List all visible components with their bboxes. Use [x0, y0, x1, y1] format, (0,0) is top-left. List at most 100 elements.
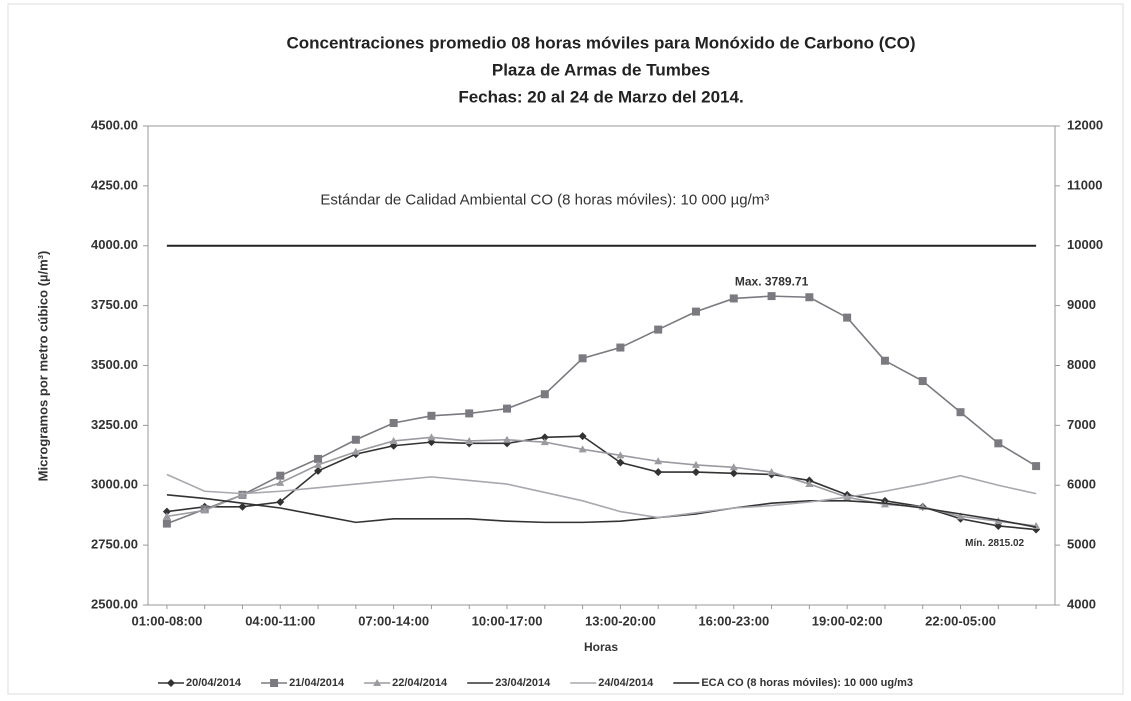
x-tick-label: 22:00-05:00 [925, 613, 996, 628]
x-tick-label: 01:00-08:00 [131, 613, 202, 628]
marker [427, 411, 436, 420]
marker [691, 307, 700, 316]
marker [200, 506, 209, 514]
y-tick-label: 3250.00 [91, 417, 138, 432]
marker [918, 377, 927, 386]
y-tick-label: 2500.00 [91, 596, 138, 611]
marker [389, 418, 398, 427]
marker [162, 507, 171, 516]
marker [654, 325, 663, 334]
marker [767, 468, 776, 476]
legend-label: 21/04/2014 [289, 677, 345, 689]
marker [162, 519, 171, 528]
marker [805, 293, 814, 302]
marker [276, 498, 285, 507]
series-line [166, 435, 1037, 531]
marker [276, 478, 285, 486]
marker [767, 292, 776, 301]
marker [805, 480, 814, 488]
y2-tick-label: 6000 [1067, 477, 1096, 492]
marker [691, 468, 700, 477]
marker [691, 460, 700, 468]
series-line [166, 494, 1037, 528]
marker [540, 438, 549, 446]
series-line [166, 295, 1037, 525]
marker [162, 512, 171, 520]
y-tick-label: 3500.00 [91, 357, 138, 372]
marker [373, 679, 382, 686]
marker [167, 679, 175, 687]
marker [654, 468, 663, 477]
y-tick-label: 4250.00 [91, 177, 138, 192]
marker [880, 356, 889, 365]
legend-label: 24/04/2014 [598, 677, 654, 689]
y-tick-label: 4000.00 [91, 237, 138, 252]
marker [616, 451, 625, 459]
annotation: Estándar de Calidad Ambiental CO (8 hora… [320, 192, 769, 209]
annotation: Max. 3789.71 [735, 274, 809, 288]
marker [427, 433, 436, 441]
marker [578, 445, 587, 453]
marker [729, 294, 738, 303]
marker [956, 408, 965, 417]
x-tick-label: 07:00-14:00 [358, 613, 429, 628]
y2-tick-label: 12000 [1067, 117, 1103, 132]
x-tick-label: 10:00-17:00 [472, 613, 543, 628]
annotation: Mín. 2815.02 [965, 538, 1024, 549]
marker [314, 454, 323, 463]
marker [843, 313, 852, 322]
y-tick-label: 3000.00 [91, 477, 138, 492]
x-tick-label: 16:00-23:00 [698, 613, 769, 628]
y2-tick-label: 9000 [1067, 297, 1096, 312]
y2-tick-label: 10000 [1067, 237, 1103, 252]
marker [465, 409, 474, 418]
marker [578, 354, 587, 363]
marker [314, 460, 323, 468]
marker [540, 390, 549, 399]
marker [540, 433, 549, 442]
marker [956, 512, 965, 520]
y-tick-label: 2750.00 [91, 537, 138, 552]
marker [616, 458, 625, 467]
marker [578, 432, 587, 441]
legend-label: 23/04/2014 [495, 677, 551, 689]
chart-title: Plaza de Armas de Tumbes [492, 60, 710, 79]
x-tick-label: 04:00-11:00 [245, 613, 315, 628]
x-tick-label: 19:00-02:00 [812, 613, 883, 628]
chart-frame [7, 3, 1124, 695]
marker [729, 469, 738, 478]
y-tick-label: 4500.00 [91, 117, 138, 132]
legend-label: 20/04/2014 [186, 677, 242, 689]
chart-title: Concentraciones promedio 08 horas móvile… [286, 33, 915, 52]
marker [465, 436, 474, 444]
y-axis-label: Microgramos por metro cúbico (µ/m³) [35, 251, 50, 482]
y2-tick-label: 8000 [1067, 357, 1096, 372]
x-axis-label: Horas [584, 640, 618, 654]
y2-tick-label: 4000 [1067, 596, 1096, 611]
marker [729, 463, 738, 471]
marker [270, 679, 279, 687]
marker [389, 436, 398, 444]
y2-tick-label: 5000 [1067, 537, 1096, 552]
chart-title: Fechas: 20 al 24 de Marzo del 2014. [458, 87, 743, 106]
marker [616, 343, 625, 352]
marker [503, 404, 512, 413]
series-line [166, 436, 1037, 527]
marker [503, 435, 512, 443]
marker [314, 466, 323, 475]
legend-label: ECA CO (8 horas móviles): 10 000 ug/m3 [701, 677, 913, 689]
marker [654, 457, 663, 465]
y-tick-label: 3750.00 [91, 297, 138, 312]
marker [351, 447, 360, 455]
legend-label: 22/04/2014 [392, 677, 448, 689]
y2-tick-label: 11000 [1067, 177, 1102, 192]
x-tick-label: 13:00-20:00 [585, 613, 656, 628]
marker [351, 435, 360, 444]
marker [238, 502, 247, 511]
marker [276, 471, 285, 480]
marker [994, 439, 1003, 448]
y2-tick-label: 7000 [1067, 417, 1096, 432]
series-line [166, 473, 1037, 519]
marker [1032, 462, 1041, 471]
